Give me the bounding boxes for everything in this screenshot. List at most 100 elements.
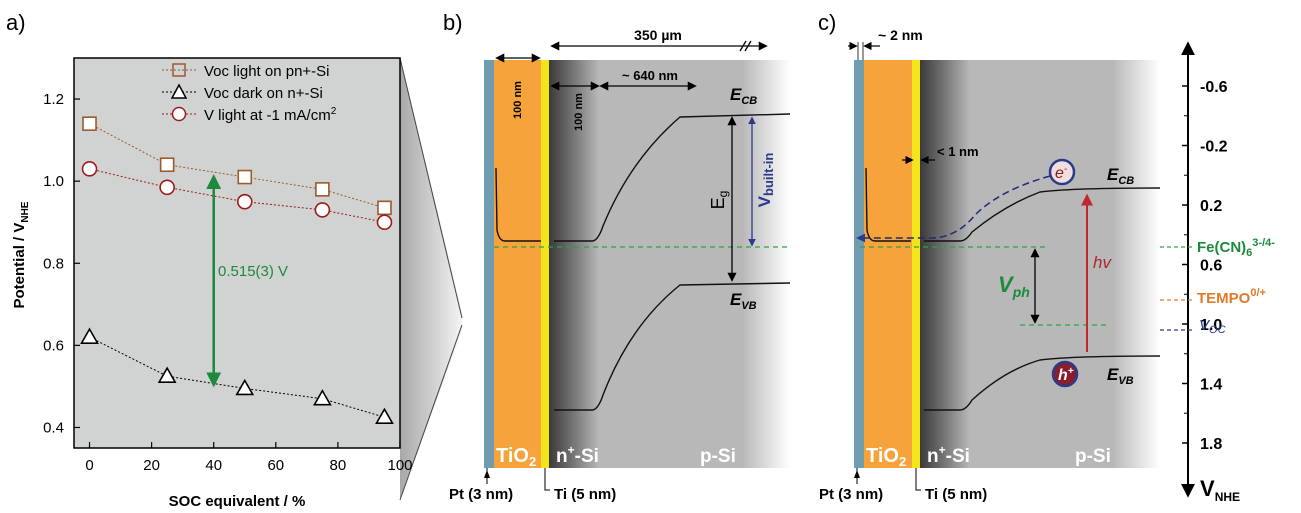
scale-tick-label: -0.2	[1200, 139, 1228, 156]
data-point-circle	[159, 179, 175, 196]
photovoltage-label: Vph	[998, 272, 1030, 300]
tio2-band-c	[865, 167, 911, 242]
legend-marker-square	[172, 63, 186, 77]
electron-label: e-	[1055, 164, 1068, 182]
pt-label-b: Pt (3 nm)	[449, 486, 513, 503]
legend-label-1: Voc light on pn+-Si	[204, 63, 330, 80]
conduction-band-b	[554, 113, 791, 242]
scale-tick-label: -0.6	[1200, 79, 1228, 96]
y-tick-label: 1.2	[43, 91, 64, 108]
data-point-circle	[81, 161, 98, 177]
scale-tick-label: 1.8	[1200, 436, 1222, 453]
evb-label-c: EVB	[1107, 365, 1134, 387]
hole-symbol	[1051, 360, 1079, 388]
y-tick-label: 0.6	[43, 337, 64, 354]
ecb-label-c: ECB	[1107, 165, 1134, 187]
zoom-line-top	[399, 57, 463, 319]
pt-layer-b	[484, 60, 494, 468]
data-point-triangle	[375, 407, 394, 425]
ti-leader-b	[544, 468, 550, 491]
electron-path	[856, 175, 1051, 243]
nsi-label-b: n+-Si	[556, 443, 599, 467]
nsi-layer-b	[549, 60, 599, 468]
tio2-label-b: TiO2	[496, 445, 536, 469]
data-point-square	[315, 182, 330, 197]
legend-marker-triangle	[170, 83, 188, 99]
x-tick-label: 20	[143, 457, 160, 474]
tio2-band-b	[495, 167, 541, 242]
data-point-square	[159, 157, 175, 173]
ti-label-c: Ti (5 nm)	[925, 486, 987, 503]
bandgap-label: Eg	[708, 191, 730, 210]
psi-layer-c	[970, 60, 1160, 468]
redox-tempo-label: TEMPO0/+	[1197, 287, 1266, 307]
pt-label-c: Pt (3 nm)	[819, 486, 883, 503]
dim-tio2-label: 100 nm	[512, 81, 524, 119]
scale-tick-label: 0.6	[1200, 258, 1222, 275]
scale-tick-label: 0.2	[1200, 198, 1222, 215]
data-point-square	[82, 116, 97, 131]
pt-leader-arrow-c	[854, 470, 860, 478]
electron-symbol	[1048, 158, 1076, 186]
series-line-circle	[89, 168, 385, 223]
x-tick-label: 80	[330, 457, 347, 474]
data-point-square	[377, 200, 392, 216]
axis-break-2	[744, 40, 752, 52]
x-tick-label: 0	[85, 457, 93, 474]
hole-label: h+	[1058, 366, 1074, 384]
y-tick-label: 1.0	[43, 173, 64, 190]
zoom-connector	[400, 58, 462, 500]
nsi-layer-c	[920, 60, 970, 468]
x-tick-label: 60	[267, 457, 284, 474]
psi-label-c: p-Si	[1075, 446, 1111, 467]
data-point-triangle	[313, 389, 332, 406]
valence-band-b	[554, 282, 791, 411]
scale-tick-label: 1.0	[1200, 317, 1222, 334]
data-point-triangle	[80, 327, 99, 344]
conduction-band-c	[924, 187, 1161, 242]
panel-label-a: a)	[6, 10, 26, 35]
dim-640-label: ~ 640 nm	[622, 68, 678, 83]
ti-leader-c	[915, 468, 921, 491]
x-tick-label: 100	[387, 457, 412, 474]
y-tick-label: 0.8	[43, 255, 64, 272]
pt-leader-arrow-b	[484, 470, 490, 478]
band-diagram-c: hv Vph e- h+ ECB EVB < 1 nm TiO2 n+-Si p…	[854, 60, 1161, 469]
nsi-label-c: n+-Si	[927, 443, 970, 467]
data-point-circle	[314, 202, 331, 218]
plot-area	[73, 57, 401, 449]
voc-label: VOC	[1199, 317, 1226, 336]
tio2-layer-b	[494, 60, 541, 468]
dim-2nm-label: ~ 2 nm	[878, 27, 923, 43]
y-tick-label: 0.4	[43, 419, 64, 436]
dim-1nm-label: < 1 nm	[937, 144, 979, 159]
pt-layer-c	[854, 60, 864, 468]
dim-350-label: 350 µm	[634, 27, 682, 43]
psi-label-b: p-Si	[700, 446, 736, 467]
band-diagram-b: 100 nm 100 nm ~ 640 nm 350 µm Eg Vbuilt-…	[484, 27, 791, 469]
y-axis-label: Potential / VNHE	[11, 201, 31, 308]
valence-band-c	[924, 355, 1161, 411]
built-in-label: Vbuilt-in	[755, 153, 776, 208]
psi-layer-b	[599, 60, 790, 468]
ecb-label-b: ECB	[730, 85, 757, 107]
evb-label-b: EVB	[730, 290, 757, 312]
ti-layer-b	[541, 60, 549, 468]
x-axis-label: SOC equivalent / %	[169, 493, 306, 510]
scale-tick-label: 1.4	[1200, 377, 1222, 394]
chart-a: 0 20 40 60 80 100 0.4 0.6 0.8 1.0 1.2	[43, 57, 413, 474]
legend-marker-circle	[171, 106, 187, 122]
voltage-gap-annotation: 0.515(3) V	[218, 263, 288, 280]
data-point-circle	[236, 193, 253, 210]
ti-label-b: Ti (5 nm)	[554, 486, 616, 503]
data-point-triangle	[235, 378, 255, 396]
potential-scale: -0.6 -0.2 0.2 0.6 1.0 1.4 1.8 VNHE Fe(CN)63-/4…	[1160, 41, 1275, 504]
axis-break-1	[739, 40, 747, 52]
tio2-label-c: TiO2	[866, 445, 906, 469]
x-tick-label: 40	[205, 457, 222, 474]
data-point-triangle	[157, 366, 177, 383]
panel-label-c: c)	[818, 10, 836, 35]
data-point-circle	[376, 214, 393, 231]
legend-label-2: Voc dark on n+-Si	[204, 85, 323, 102]
